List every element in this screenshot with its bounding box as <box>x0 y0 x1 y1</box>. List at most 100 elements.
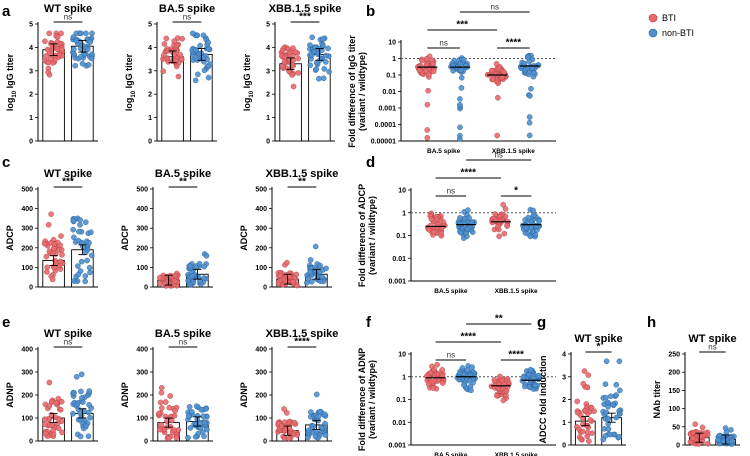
data-point <box>286 56 293 62</box>
data-point <box>73 30 80 37</box>
data-point <box>468 387 474 394</box>
data-point <box>607 431 613 438</box>
y-tick-label: 1 <box>148 115 152 122</box>
y-axis-label: Fold difference of IgG titer <box>347 35 357 148</box>
y-tick-label: 300 <box>255 370 267 377</box>
data-point <box>189 273 195 279</box>
data-point <box>201 275 207 281</box>
data-point <box>469 364 475 370</box>
data-point <box>616 358 623 365</box>
data-point <box>430 385 436 391</box>
data-point <box>89 30 95 37</box>
y-axis-label: ADNP <box>120 382 130 408</box>
data-point <box>281 419 288 425</box>
data-point <box>195 71 201 78</box>
data-point <box>205 63 212 70</box>
chart-e_wt: WT spike 0 100 200 300 400 ADNP ns <box>5 328 98 446</box>
data-point <box>526 132 533 139</box>
data-point <box>503 388 510 394</box>
data-point <box>494 132 500 139</box>
data-point <box>290 53 296 59</box>
data-point <box>282 427 288 434</box>
data-point <box>522 383 528 390</box>
data-point <box>613 381 620 388</box>
significance-label: ns <box>64 338 72 347</box>
data-point <box>202 406 209 412</box>
data-point <box>86 402 92 408</box>
significance-label: ** <box>495 314 503 325</box>
data-point <box>295 70 302 76</box>
data-point <box>79 60 86 67</box>
data-point <box>77 217 83 223</box>
data-point <box>459 365 466 371</box>
y-tick-label: 100 <box>136 416 148 423</box>
y-tick-label: 400 <box>255 206 267 213</box>
chart-title: WT spike <box>44 3 92 15</box>
data-point <box>197 42 203 49</box>
data-point <box>179 35 185 42</box>
data-point <box>603 358 610 365</box>
data-point <box>88 229 94 236</box>
data-point <box>494 392 500 399</box>
data-point <box>313 59 320 66</box>
y-tick-label: 100 <box>21 416 33 423</box>
data-point <box>458 67 465 73</box>
data-point <box>58 30 64 37</box>
panel-label-e: e <box>2 314 10 331</box>
data-point <box>457 124 463 131</box>
data-point <box>45 65 52 72</box>
data-point <box>42 416 48 422</box>
data-point <box>613 392 619 398</box>
legend-label-non-bti: non-BTI <box>662 28 694 38</box>
chart-d: 10 1 0.1 0.01 0.001 Fold difference of ADCP (v… <box>357 151 556 295</box>
data-point <box>87 269 93 276</box>
data-point <box>85 433 92 440</box>
data-point <box>578 436 585 443</box>
data-point <box>84 257 90 264</box>
y-tick-label: 200 <box>136 393 148 400</box>
significance-label: ns <box>494 151 502 160</box>
data-point <box>326 68 332 75</box>
data-point <box>46 403 53 409</box>
data-point <box>322 420 328 427</box>
data-point <box>158 389 165 396</box>
data-point <box>427 222 434 229</box>
data-point <box>70 226 76 233</box>
data-point <box>58 233 64 239</box>
data-point <box>607 393 614 400</box>
data-point <box>457 96 463 102</box>
data-point <box>159 405 165 411</box>
data-point <box>465 207 471 213</box>
data-point <box>307 257 314 263</box>
y-tick-label: 400 <box>21 347 33 354</box>
data-point <box>536 218 542 224</box>
data-point <box>584 384 591 391</box>
data-point <box>43 53 49 59</box>
data-point <box>88 252 95 259</box>
data-point <box>290 431 297 438</box>
data-point <box>172 272 179 279</box>
data-point <box>289 61 295 68</box>
panel-label-f: f <box>366 314 372 331</box>
data-point <box>491 377 498 383</box>
data-point <box>457 215 463 221</box>
y-tick-label: 1 <box>392 56 396 63</box>
data-point <box>419 57 425 64</box>
data-point <box>59 429 65 436</box>
y-axis-label: ADNP <box>5 382 15 408</box>
data-point <box>424 101 431 108</box>
y-tick-label: 300 <box>21 226 33 233</box>
chart-title: BA.5 spike <box>155 168 211 180</box>
chart-h: WT spike 0 50 100 150 200 250 NAb titer ns <box>652 333 740 450</box>
y-tick-label: 0.1 <box>386 73 396 80</box>
data-point <box>438 230 444 237</box>
x-group-label: BA.5 spike <box>427 148 461 155</box>
data-point <box>172 408 178 414</box>
y-tick-label: 100 <box>21 265 33 272</box>
legend-marker-non-bti <box>648 28 658 38</box>
y-tick-label: 200 <box>21 393 33 400</box>
data-point <box>458 74 465 81</box>
data-point <box>157 399 164 406</box>
y-tick-label: 300 <box>136 226 148 233</box>
